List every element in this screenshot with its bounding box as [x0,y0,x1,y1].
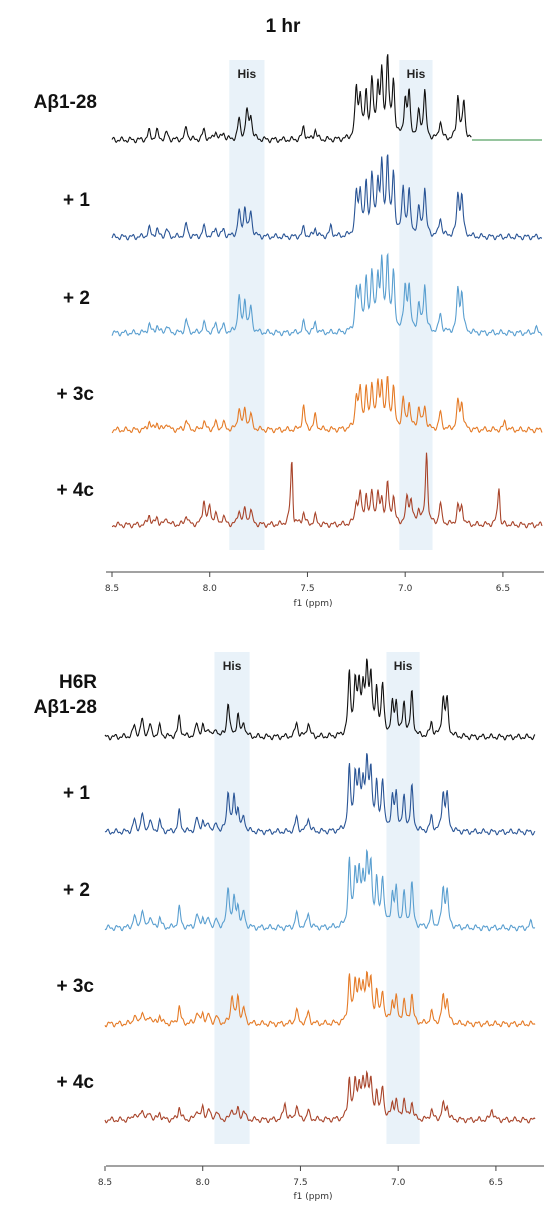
row-label-abeta: Aβ1-28 [34,92,97,113]
spectrum-plus-4c [111,452,543,529]
his-band-1 [214,652,250,1144]
his-label-1: His [223,659,242,673]
x-ticks-top: 8.5 8.0 7.5 7.0 6.5 [105,572,510,594]
bottom-panel: His His H6R Aβ1-28 + 1 + 2 + 3c + 4c 8.5… [34,652,544,1202]
spectrum-abeta [111,54,472,144]
x-tick-label: 6.5 [489,1178,503,1188]
spectrum-plus-3c [111,376,543,434]
row-label-plus-3c: + 3c [56,976,94,997]
his-band-1 [229,60,265,550]
spectrum-plus-1 [104,753,536,836]
his-label-2: His [407,67,426,81]
row-label-abeta: Aβ1-28 [34,697,97,718]
x-tick-label: 7.5 [300,584,314,594]
spectrum-plus-3c [104,970,536,1028]
x-tick-label: 7.5 [293,1178,307,1188]
x-tick-label: 8.0 [196,1178,211,1188]
row-label-plus-2: + 2 [63,880,90,901]
x-tick-label: 8.0 [203,584,218,594]
figure-title: 1 hr [266,16,301,37]
row-label-plus-3c: + 3c [56,384,94,405]
spectrum-plus-1 [111,154,543,241]
row-label-plus-4c: + 4c [56,1072,94,1093]
x-tick-label: 6.5 [496,584,510,594]
row-label-plus-2: + 2 [63,288,90,309]
his-label-1: His [238,67,257,81]
spectrum-plus-2 [104,848,536,932]
x-axis-label-top: f1 (ppm) [294,599,333,609]
row-label-h6r: H6R [59,672,97,693]
x-axis-label-bottom: f1 (ppm) [294,1192,333,1202]
his-label-2: His [394,659,413,673]
spectrum-plus-4c [104,1069,536,1124]
x-tick-label: 7.0 [391,1178,406,1188]
row-label-plus-4c: + 4c [56,480,94,501]
row-label-plus-1: + 1 [63,783,90,804]
x-tick-label: 7.0 [398,584,413,594]
x-tick-label: 8.5 [98,1178,112,1188]
spectrum-plus-2 [111,252,543,337]
spectrum-h6r-abeta [104,658,536,741]
row-label-plus-1: + 1 [63,190,90,211]
x-ticks-bottom: 8.5 8.0 7.5 7.0 6.5 [98,1166,503,1188]
top-panel: His His Aβ1-28 + 1 + 2 + 3c + 4c 8.5 8.0 7… [34,54,544,609]
x-tick-label: 8.5 [105,584,119,594]
